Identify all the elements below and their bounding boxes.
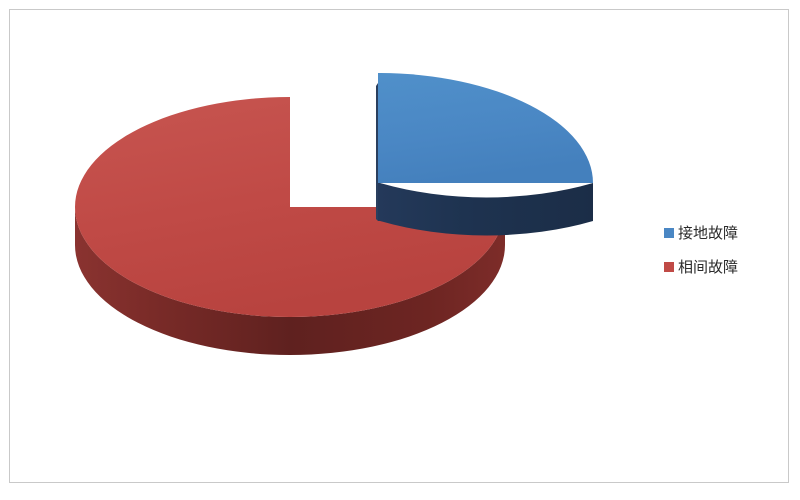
pie-slice-ground-fault-top [378, 73, 593, 183]
pie-slice-phase-fault-side [75, 207, 505, 355]
legend-swatch-red-icon [664, 262, 674, 272]
pie-slice-ground-fault[interactable] [376, 73, 593, 236]
legend-label-phase-fault: 相间故障 [678, 257, 739, 276]
legend-swatch-blue-icon [664, 228, 674, 238]
pie-slice-ground-fault-side [378, 183, 593, 236]
legend-item-ground-fault[interactable]: 接地故障 [664, 216, 784, 250]
legend-item-phase-fault[interactable]: 相间故障 [664, 250, 784, 284]
pie-slice-phase-fault-top [75, 97, 505, 317]
chart-legend: 接地故障 相间故障 [664, 216, 784, 284]
legend-label-ground-fault: 接地故障 [678, 223, 739, 242]
pie-slice-ground-fault-left-edge [376, 83, 378, 221]
pie-slice-phase-fault[interactable] [75, 97, 505, 355]
